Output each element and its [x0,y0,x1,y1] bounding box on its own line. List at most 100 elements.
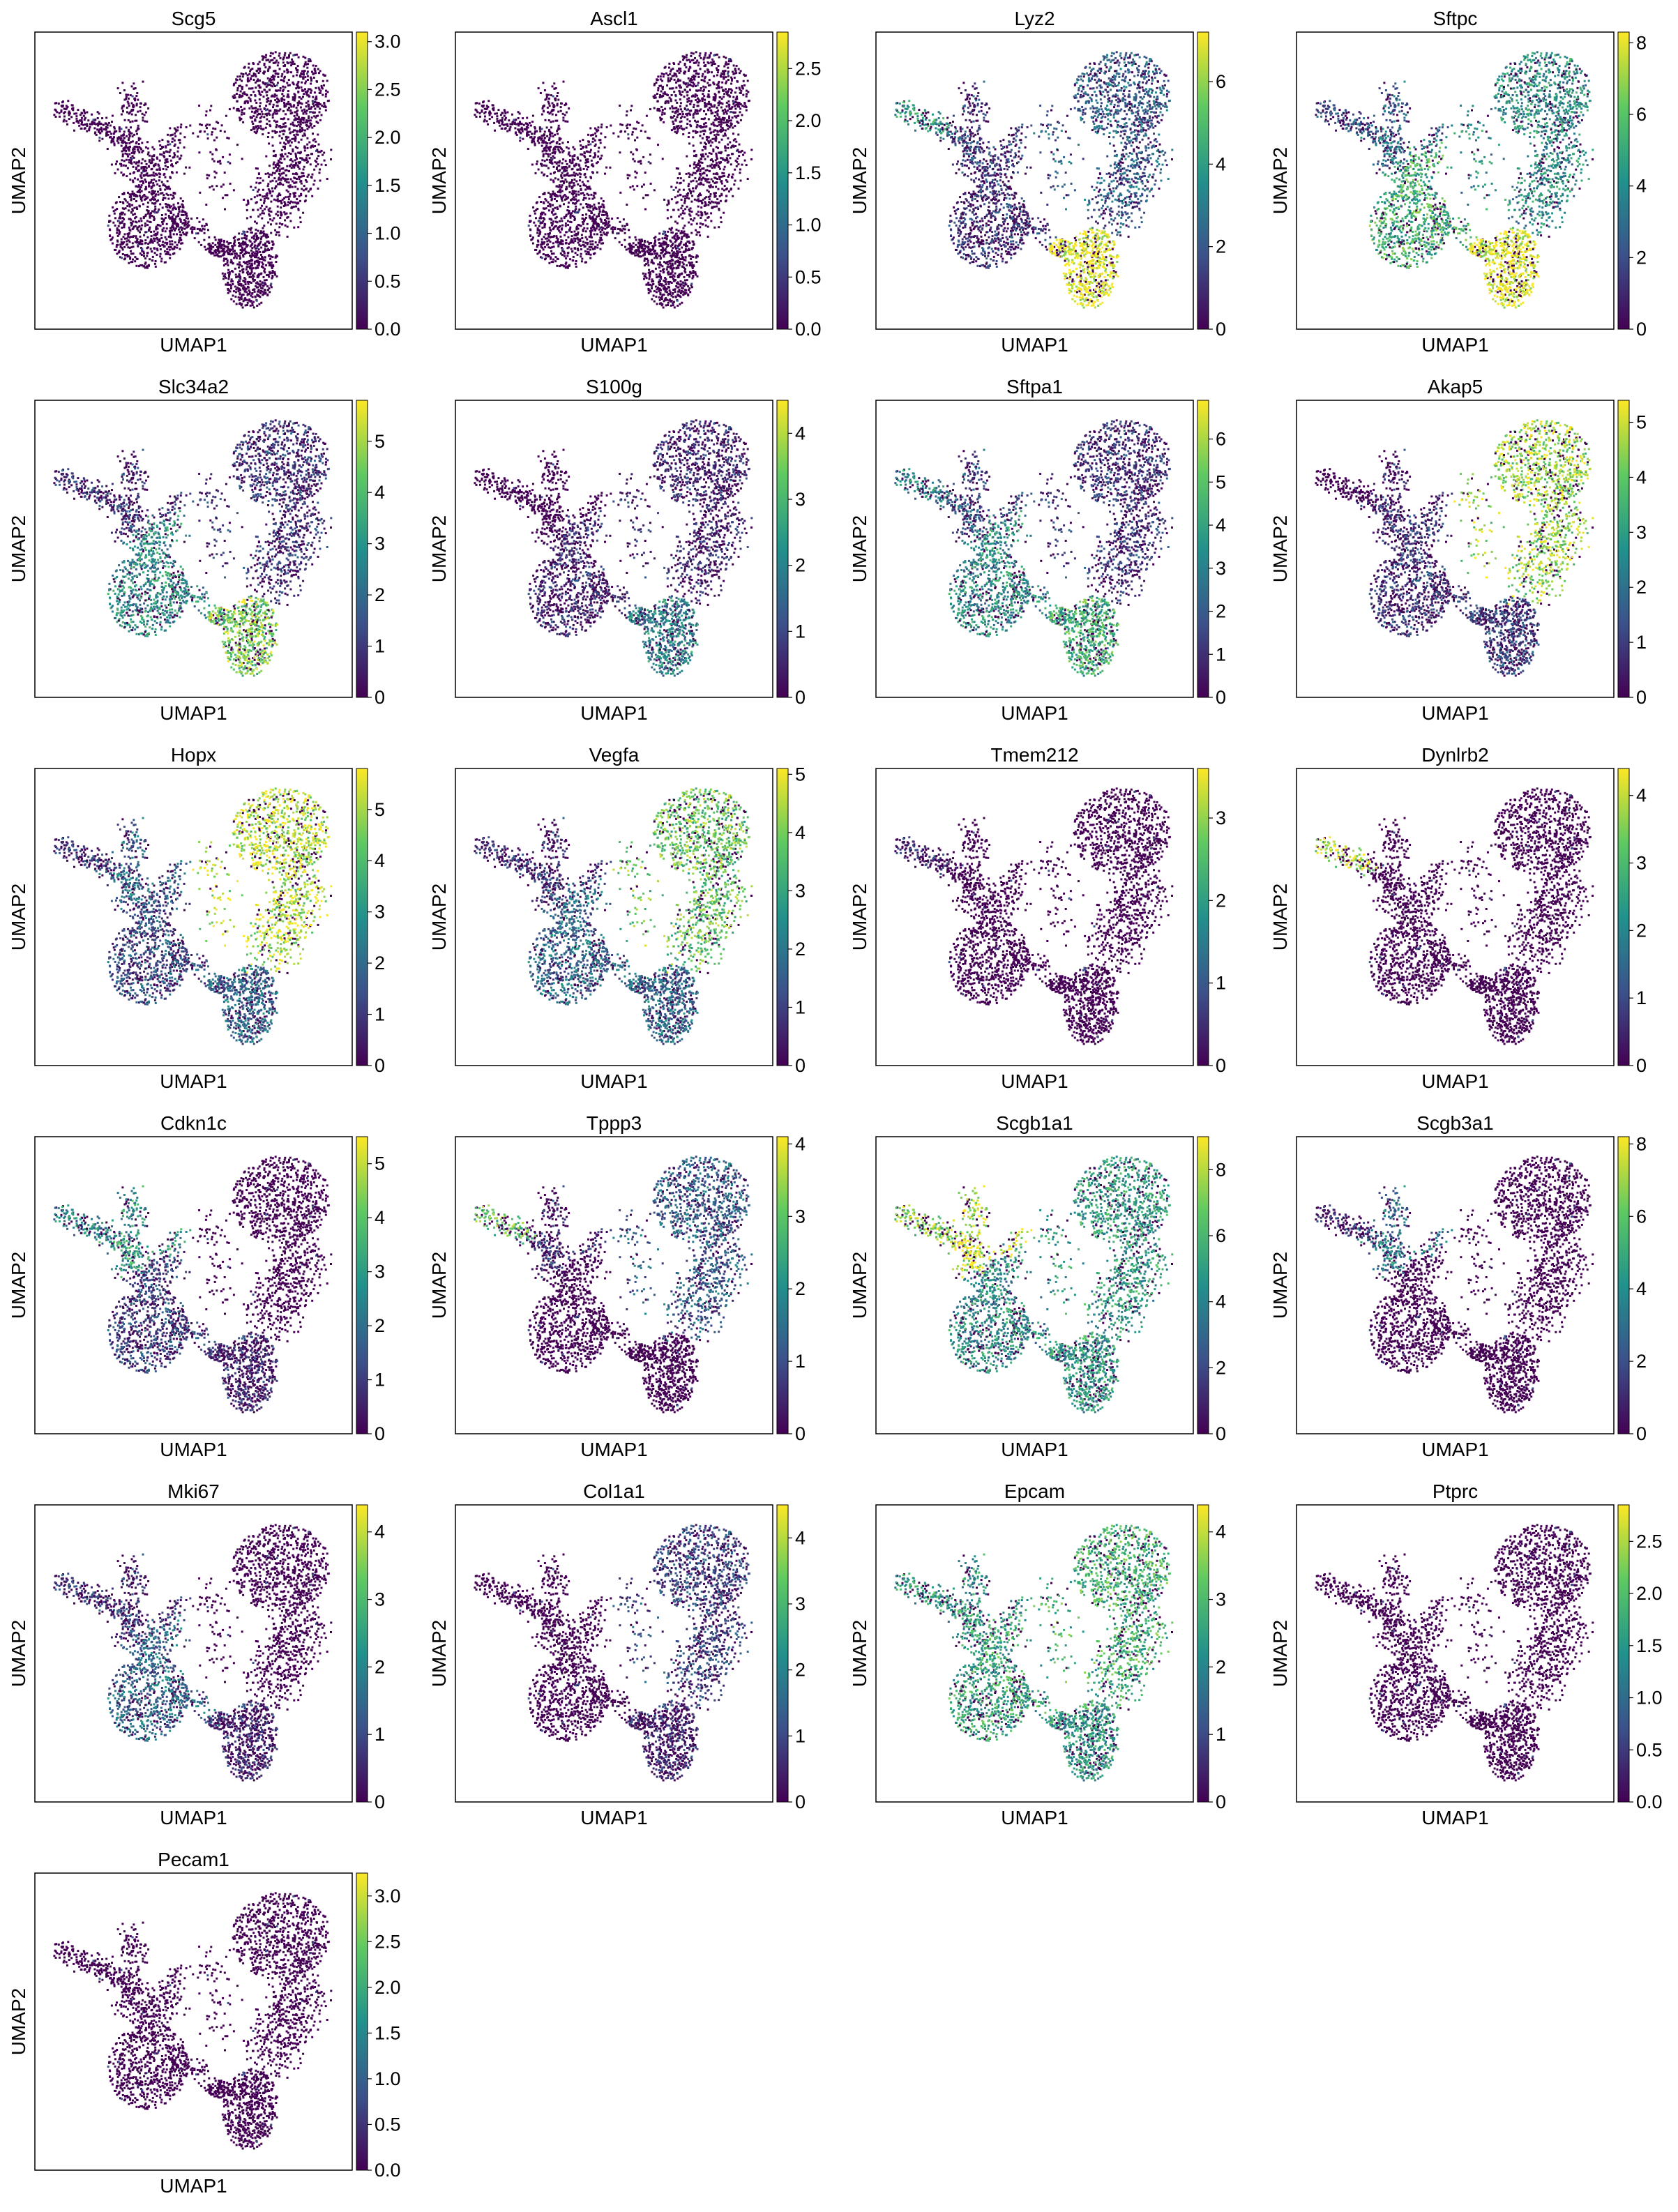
cell-point [250,185,252,188]
cell-point [250,305,252,307]
cell-point [231,253,233,255]
cell-point [284,130,286,132]
cell-point [254,100,256,102]
cell-point [303,189,305,191]
cell-point [248,79,250,82]
cell-point [269,215,271,217]
cell-point [162,223,164,225]
cell-point [260,247,262,249]
cell-point [312,174,314,176]
cell-point [275,234,277,236]
cell-point [273,217,275,219]
cell-point [261,236,263,238]
cell-point [274,99,276,101]
cell-point [268,274,270,276]
cell-point [263,259,265,261]
cell-point [325,90,327,92]
cell-point [247,199,249,202]
cell-point [143,255,145,257]
cell-point [298,56,300,59]
cell-point [255,229,257,231]
cell-point [276,275,278,278]
cell-point [295,206,297,208]
cell-point [252,126,255,128]
cell-point [271,174,273,176]
cell-point [312,96,314,98]
cell-point [296,202,298,204]
cell-point [241,247,243,249]
cell-point [299,75,301,77]
cell-point [259,213,262,215]
cell-point [278,55,280,57]
cell-point [288,79,290,81]
cell-point [229,290,232,292]
cell-point [285,174,287,176]
cell-point [282,79,285,82]
cell-point [259,113,261,115]
cell-point [250,260,252,262]
cell-point [264,256,266,258]
cell-point [282,133,285,135]
cell-point [262,59,264,61]
cell-point [281,223,283,225]
cell-point [232,295,234,297]
cell-point [302,135,304,137]
cell-point [244,297,246,299]
cell-point [246,231,248,233]
cell-point [222,278,225,280]
cell-point [325,106,327,108]
cell-point [257,230,259,232]
cell-point [254,252,256,255]
cell-point [298,96,301,98]
cell-point [268,241,270,243]
cell-point [289,52,292,54]
cell-point [293,227,295,229]
cell-point [259,182,262,184]
cell-point [265,109,267,111]
cell-point [271,130,273,132]
cell-point [314,108,316,110]
cell-point [269,291,271,293]
cell-point [242,121,244,123]
cell-point [261,256,263,258]
cell-point [285,143,287,145]
cell-point [294,136,296,138]
cell-point [277,206,279,208]
cell-point [269,192,271,195]
cell-point [293,165,295,167]
cell-point [275,222,278,225]
cell-point [283,197,285,199]
cell-point [248,289,250,291]
cell-point [313,77,315,79]
cell-point [284,65,286,67]
cell-point [292,138,294,140]
cell-point [255,187,257,189]
cell-point [273,96,275,98]
cell-point [231,270,233,272]
cell-point [244,241,246,243]
cell-point [275,185,277,188]
cell-point [234,239,236,241]
cell-point [227,288,229,290]
cell-point [308,96,310,98]
cell-point [263,276,265,278]
cell-point [292,124,294,126]
cell-point [273,62,275,64]
cell-point [275,51,277,53]
cell-point [242,271,244,273]
cell-point [272,190,274,192]
cell-point [308,88,310,90]
cell-point [264,271,266,273]
cell-point [277,82,279,84]
cell-point [227,269,229,271]
cell-point [243,287,245,289]
cell-point [304,76,306,78]
cell-point [289,202,291,204]
cell-point [144,243,146,245]
cell-point [296,54,298,56]
cell-point [250,265,252,267]
cell-point [289,145,292,147]
cell-point [259,86,262,89]
cell-point [229,248,231,250]
cell-point [223,275,225,277]
